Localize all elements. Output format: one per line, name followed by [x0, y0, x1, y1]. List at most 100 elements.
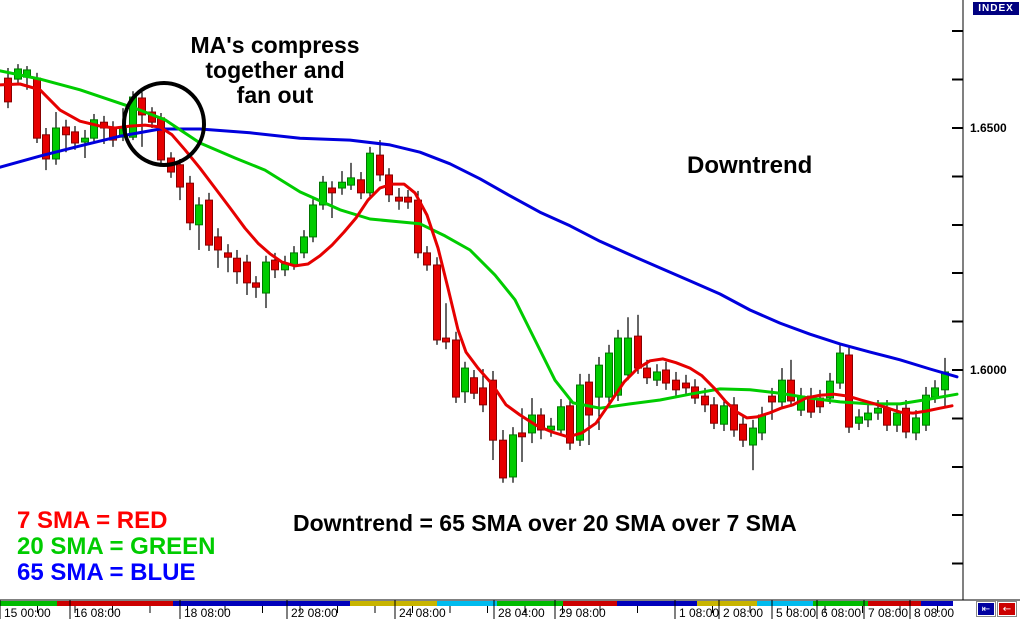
candle-body — [62, 126, 70, 136]
candle-body — [855, 416, 863, 424]
x-axis-label: 5 08:00 — [776, 606, 816, 620]
annotation-ma-compress: MA's compress together and fan out — [150, 33, 400, 108]
candle-body — [262, 261, 270, 294]
candle-body — [214, 236, 222, 251]
highlight-circle — [122, 81, 206, 167]
candle-body — [252, 282, 260, 288]
candle-body — [845, 354, 853, 428]
x-axis-label: 7 08:00 — [868, 606, 908, 620]
candle-body — [682, 382, 690, 389]
day-bar-segment — [813, 601, 868, 606]
candle-body — [595, 364, 603, 398]
day-bar-segment — [757, 601, 813, 606]
sma-7-line — [0, 82, 954, 439]
day-bar-segment — [497, 601, 563, 606]
scroll-left-button[interactable]: ← — [997, 601, 1017, 617]
candle-body — [176, 164, 184, 188]
x-axis-label: 22 08:00 — [291, 606, 338, 620]
candle-body — [893, 412, 901, 426]
candle-body — [357, 179, 365, 194]
candle-body — [643, 367, 651, 379]
annotation-line: MA's compress — [190, 32, 360, 58]
candle-body — [787, 379, 795, 402]
candle-body — [614, 337, 622, 396]
x-axis-label: 24 08:00 — [399, 606, 446, 620]
symbol-title-badge: INDEX — [972, 1, 1020, 16]
candle-body — [71, 131, 79, 144]
y-axis-label: 1.6500 — [970, 121, 1007, 135]
candle-body — [518, 432, 526, 438]
candle-body — [662, 369, 670, 384]
day-bar-segment — [921, 601, 953, 606]
candle-body — [710, 404, 718, 424]
candle-body — [42, 134, 50, 160]
x-axis-label: 15 00:00 — [4, 606, 51, 620]
day-bar-segment — [0, 601, 57, 606]
candle-body — [376, 154, 384, 176]
candle-body — [233, 257, 241, 273]
x-axis-label: 28 04:00 — [498, 606, 545, 620]
day-bar-segment — [173, 601, 350, 606]
candle-body — [319, 181, 327, 206]
sma-20-line — [0, 69, 959, 410]
candle-body — [653, 371, 661, 381]
candle-body — [874, 407, 882, 414]
candle-body — [826, 380, 834, 399]
candle-body — [566, 405, 574, 444]
candle-body — [557, 406, 565, 431]
candle-body — [157, 117, 165, 161]
candle-body — [423, 252, 431, 266]
day-bar-segment — [57, 601, 173, 606]
sma-legend: 7 SMA = RED 20 SMA = GREEN 65 SMA = BLUE — [17, 508, 216, 586]
day-bar-segment — [868, 601, 921, 606]
candle-body — [509, 434, 517, 478]
candle-body — [52, 127, 60, 160]
candle-body — [768, 395, 776, 403]
candle-body — [739, 423, 747, 441]
candle-body — [672, 379, 680, 391]
candle-body — [309, 204, 317, 238]
legend-65sma: 65 SMA = BLUE — [17, 559, 196, 586]
legend-7sma: 7 SMA = RED — [17, 507, 168, 534]
scroll-start-button[interactable]: ⇤ — [976, 601, 996, 617]
candle-body — [778, 379, 786, 403]
day-bar-segment — [563, 601, 617, 606]
candle-body — [433, 264, 441, 341]
candle-body — [720, 405, 728, 425]
x-axis-label: 8 08:00 — [914, 606, 954, 620]
legend-20sma: 20 SMA = GREEN — [17, 533, 216, 560]
annotation-equation: Downtrend = 65 SMA over 20 SMA over 7 SM… — [293, 510, 797, 536]
candle-body — [186, 182, 194, 224]
candle-body — [224, 252, 232, 258]
sma-65-line — [0, 127, 959, 379]
candle-body — [338, 181, 346, 189]
x-axis-label: 29 08:00 — [559, 606, 606, 620]
day-bar-segment — [350, 601, 437, 606]
candle-body — [271, 259, 279, 271]
candle-body — [730, 404, 738, 431]
candle-body — [537, 414, 545, 431]
candle-body — [489, 379, 497, 441]
day-bar-segment — [697, 601, 757, 606]
day-bar-segment — [617, 601, 697, 606]
candle-body — [366, 152, 374, 194]
candle-body — [912, 417, 920, 434]
y-axis-label: 1.6000 — [970, 363, 1007, 377]
candle-body — [243, 261, 251, 284]
candle-body — [205, 199, 213, 246]
candle-body — [442, 337, 450, 343]
annotation-line: fan out — [236, 82, 314, 108]
candle-body — [452, 339, 460, 398]
x-axis-label: 18 08:00 — [184, 606, 231, 620]
candle-body — [90, 119, 98, 139]
candle-body — [404, 196, 412, 203]
x-axis-label: 6 08:00 — [821, 606, 861, 620]
candle-body — [749, 427, 757, 446]
candle-body — [585, 381, 593, 416]
x-axis-label: 1 08:00 — [679, 606, 719, 620]
candle-body — [414, 199, 422, 254]
candle-body — [195, 204, 203, 226]
candle-body — [461, 367, 469, 393]
